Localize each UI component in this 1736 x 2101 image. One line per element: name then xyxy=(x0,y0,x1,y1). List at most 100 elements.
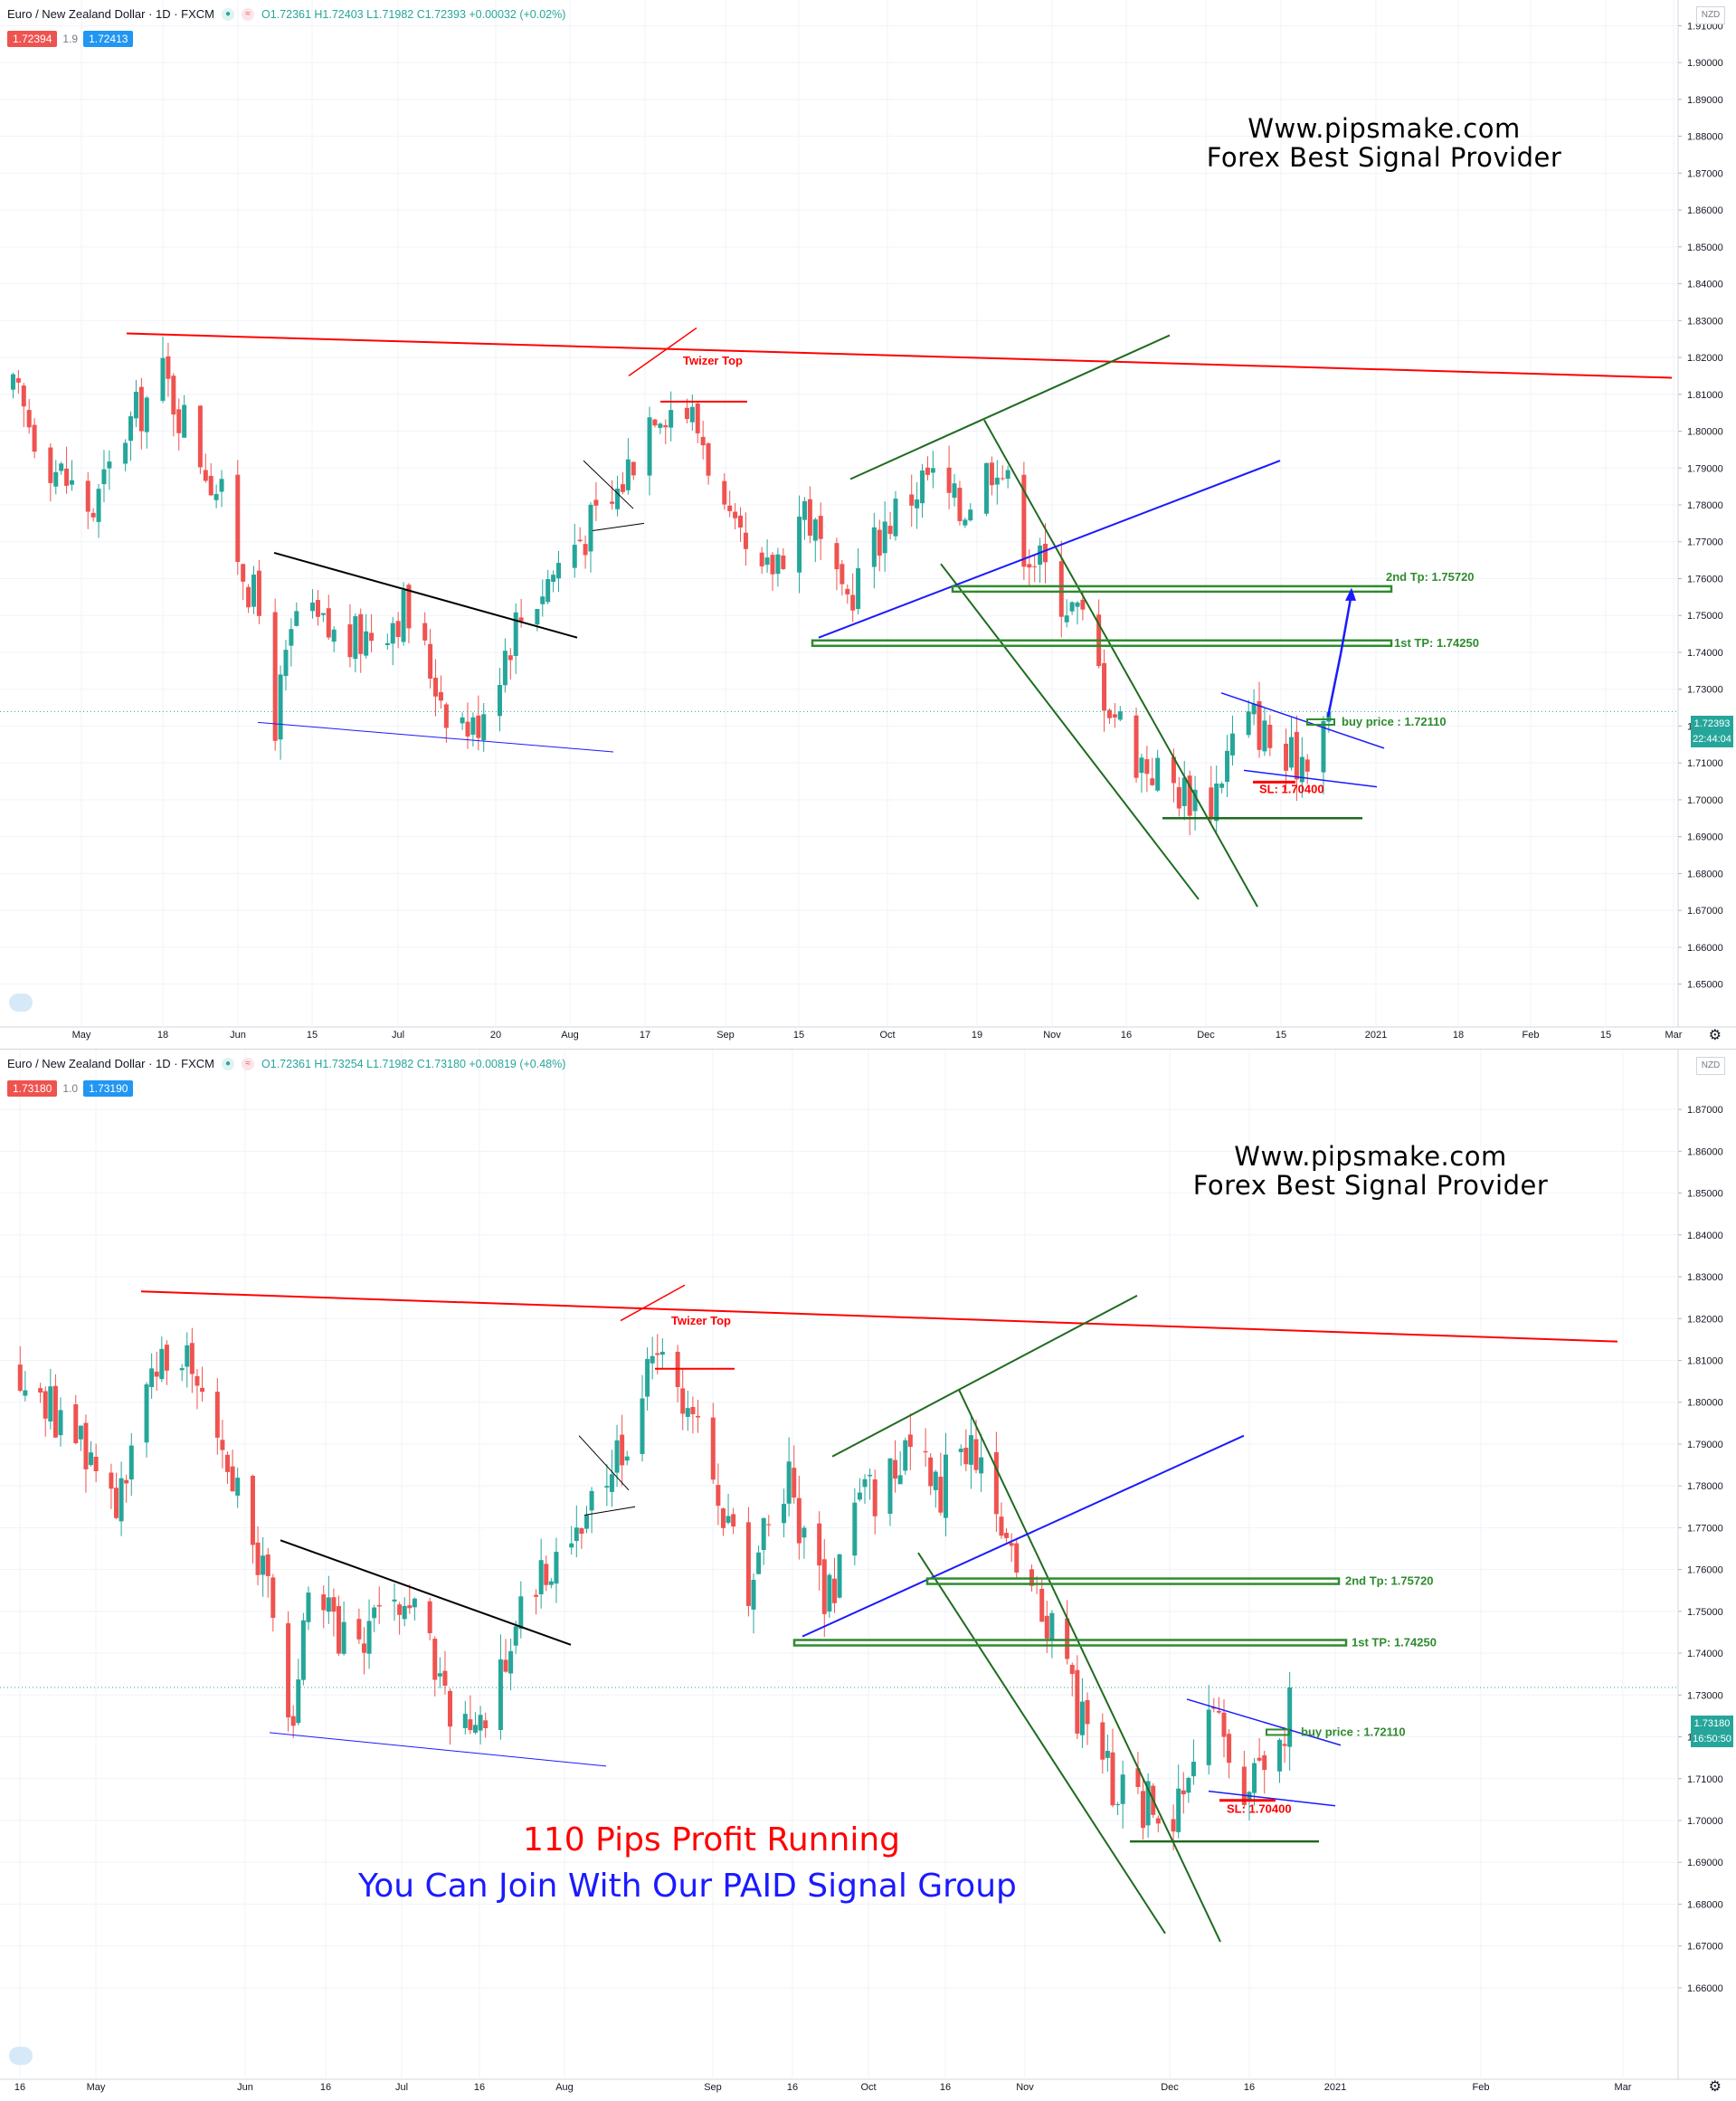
candle-body xyxy=(179,1368,185,1371)
candle-body xyxy=(920,471,925,504)
candle-body xyxy=(498,1659,503,1730)
y-tick-label: 1.76000 xyxy=(1687,574,1723,585)
candle-body xyxy=(609,1474,614,1492)
chart-canvas-bottom[interactable]: 1.66000 1.67000 1.68000 1.69000 1.70000 1.710… xyxy=(0,1050,1736,2101)
symbol-title[interactable]: Euro / New Zealand Dollar · 1D · FXCM xyxy=(7,1057,215,1070)
candle-body xyxy=(802,500,807,520)
ohlc-readout: O1.72361 H1.72403 L1.71982 C1.72393 +0.0… xyxy=(261,7,566,21)
candle-body xyxy=(1251,703,1257,715)
candle-body xyxy=(518,617,524,622)
candle-body xyxy=(583,544,588,556)
channel-falling-line-2 xyxy=(940,563,1200,900)
candle-body xyxy=(710,1417,716,1480)
candle-body xyxy=(101,469,107,485)
chart-canvas-top[interactable]: 1.65000 1.66000 1.67000 1.68000 1.69000 1.700… xyxy=(0,0,1736,1049)
candle-body xyxy=(185,1345,190,1367)
currency-badge[interactable]: NZD xyxy=(1696,1057,1725,1075)
x-tick-label: 16 xyxy=(1121,1030,1132,1041)
symbol-title[interactable]: Euro / New Zealand Dollar · 1D · FXCM xyxy=(7,7,215,21)
tradingview-logo-icon[interactable] xyxy=(9,993,33,1012)
candle-body xyxy=(689,406,695,423)
currency-badge[interactable]: NZD xyxy=(1696,6,1725,24)
candle-body xyxy=(983,462,989,514)
candle-body xyxy=(652,419,658,426)
y-tick-label: 1.68000 xyxy=(1687,869,1723,879)
channel-upper-line xyxy=(831,1294,1138,1458)
candle-body xyxy=(197,405,203,468)
candle-body xyxy=(877,529,882,556)
candle-body xyxy=(659,1351,665,1355)
wave-icon[interactable]: ≈ xyxy=(242,7,255,21)
x-tick-label: Aug xyxy=(561,1030,579,1041)
y-tick-label: 1.80000 xyxy=(1687,427,1723,438)
candle-body xyxy=(1267,724,1273,748)
x-tick-label: Nov xyxy=(1016,2082,1034,2093)
eye-icon[interactable]: ● xyxy=(222,1057,235,1070)
gear-icon[interactable]: ⚙ xyxy=(1708,2079,1722,2095)
sell-price-button[interactable]: 1.72394 xyxy=(7,31,58,47)
x-tick-label: Jul xyxy=(395,2082,408,2093)
candle-body xyxy=(535,609,540,625)
candle-body xyxy=(23,1390,28,1396)
candle-body xyxy=(1064,615,1069,623)
x-tick-label: 2021 xyxy=(1365,1030,1387,1041)
candle-body xyxy=(283,650,289,677)
candle-body xyxy=(270,1577,276,1619)
tradingview-logo-icon[interactable] xyxy=(9,2047,33,2065)
y-tick-label: 1.85000 xyxy=(1687,1189,1723,1200)
candle-body xyxy=(483,1720,489,1728)
candle-body xyxy=(433,678,439,697)
candle-body xyxy=(1221,1712,1227,1737)
x-tick-label: Jul xyxy=(392,1030,404,1041)
channel-falling-line-1 xyxy=(983,419,1258,908)
brand-tagline: Forex Best Signal Provider xyxy=(1206,142,1562,173)
tp1-label: 1st TP: 1.74250 xyxy=(1352,1636,1437,1649)
x-tick-label: 16 xyxy=(1244,2082,1255,2093)
candle-body xyxy=(588,504,593,552)
candle-body xyxy=(1192,789,1198,812)
candle-body xyxy=(265,1554,270,1576)
candle-body xyxy=(144,1383,149,1443)
candle-body xyxy=(831,1578,837,1603)
candle-body xyxy=(625,459,631,490)
candle-body xyxy=(1039,1588,1045,1622)
y-tick-label: 1.79000 xyxy=(1687,463,1723,474)
eye-icon[interactable]: ● xyxy=(222,7,235,21)
candle-body xyxy=(1214,783,1219,822)
candle-body xyxy=(840,564,845,585)
candle-body xyxy=(1288,737,1294,768)
candle-body xyxy=(871,527,877,567)
candle-body xyxy=(968,1435,973,1465)
candle-body xyxy=(164,1345,169,1371)
y-tick-label: 1.70000 xyxy=(1687,795,1723,806)
wedge-lower-line xyxy=(1208,1790,1336,1807)
x-tick-label: Jun xyxy=(237,2082,253,2093)
candle-body xyxy=(503,1659,508,1672)
y-tick-label: 1.86000 xyxy=(1687,205,1723,216)
candle-body xyxy=(290,1716,296,1726)
buy-price-button[interactable]: 1.72413 xyxy=(83,31,134,47)
candle-body xyxy=(428,643,433,679)
candle-body xyxy=(369,632,375,642)
gear-icon[interactable]: ⚙ xyxy=(1708,1028,1722,1043)
candle-body xyxy=(235,474,241,563)
candle-body xyxy=(109,1472,114,1489)
sell-price-button[interactable]: 1.73180 xyxy=(7,1080,58,1097)
candle-body xyxy=(857,1492,862,1500)
candle-body xyxy=(1276,1739,1282,1772)
wave-icon[interactable]: ≈ xyxy=(242,1057,255,1070)
candle-body xyxy=(1135,1768,1141,1788)
x-tick-label: Mar xyxy=(1615,2082,1632,2093)
chart-panel-top[interactable]: 1.65000 1.66000 1.67000 1.68000 1.69000 1.700… xyxy=(0,0,1736,1049)
spread-value: 1.9 xyxy=(62,33,79,45)
candle-body xyxy=(999,1516,1004,1536)
candle-body xyxy=(868,1474,873,1477)
candle-body xyxy=(1321,720,1326,773)
candle-body xyxy=(631,461,636,476)
candle-body xyxy=(64,468,70,486)
symbol-header: Euro / New Zealand Dollar · 1D · FXCM ● … xyxy=(7,7,565,21)
candle-body xyxy=(113,1488,119,1518)
chart-panel-bottom[interactable]: 1.66000 1.67000 1.68000 1.69000 1.70000 1.710… xyxy=(0,1050,1736,2101)
buy-price-button[interactable]: 1.73190 xyxy=(83,1080,134,1097)
candle-body xyxy=(26,410,32,428)
